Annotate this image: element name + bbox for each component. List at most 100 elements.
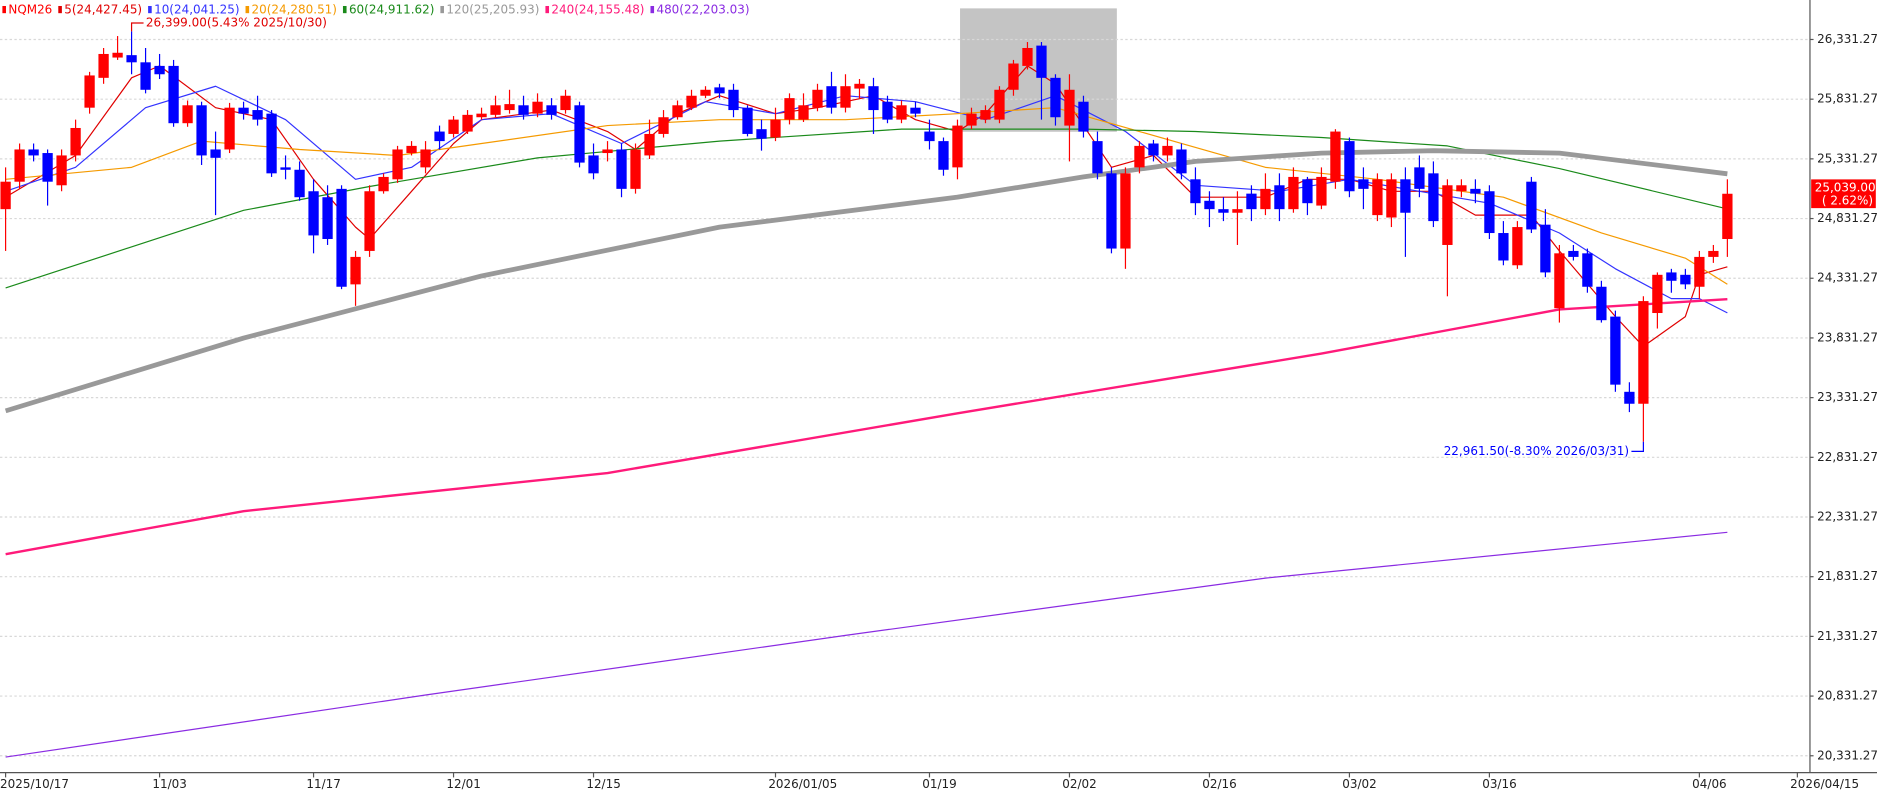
candle-body xyxy=(1442,185,1453,245)
x-tick-label: 03/16 xyxy=(1482,777,1516,791)
candle-body xyxy=(196,105,207,156)
x-tick-label: 02/02 xyxy=(1062,777,1096,791)
candle-body xyxy=(588,155,599,174)
y-tick-label: 26,331.27 xyxy=(1817,32,1877,46)
candle-body xyxy=(392,149,403,180)
candle-body xyxy=(882,101,893,120)
candle-body xyxy=(546,105,557,115)
candle-body xyxy=(994,89,1005,120)
candle-body xyxy=(462,114,473,132)
candle-body xyxy=(1120,173,1131,249)
legend-marker xyxy=(58,5,62,14)
candle-body xyxy=(686,95,697,108)
candle-body xyxy=(1638,301,1649,404)
candle-body xyxy=(1274,185,1285,210)
candle-body xyxy=(1036,45,1047,78)
x-tick-label: 2026/01/05 xyxy=(768,777,837,791)
candle-body xyxy=(616,149,627,189)
candle-body xyxy=(518,105,529,115)
legend-marker xyxy=(2,5,6,14)
legend-marker xyxy=(342,5,347,14)
candle-body xyxy=(266,113,277,174)
candle-body xyxy=(952,125,963,168)
candle-body xyxy=(238,107,249,114)
candle-body xyxy=(854,83,865,89)
candle-body xyxy=(1232,209,1243,213)
candle-body xyxy=(336,188,347,287)
y-tick-label: 20,331.27 xyxy=(1817,748,1877,762)
ma-line xyxy=(4,148,1728,414)
candle-body xyxy=(840,86,851,108)
candle-body xyxy=(812,89,823,108)
candle-body xyxy=(602,149,613,154)
candle-body xyxy=(434,131,445,142)
candle-body xyxy=(406,145,417,154)
candle-body xyxy=(1134,145,1145,168)
candle-body xyxy=(630,149,641,189)
x-tick-label: 12/01 xyxy=(446,777,480,791)
candle-body xyxy=(1596,286,1607,321)
candle-body xyxy=(476,113,487,118)
candle-body xyxy=(1246,193,1257,210)
candle-body xyxy=(910,107,921,114)
x-tick-label: 2025/10/17 xyxy=(0,777,69,791)
candle-body xyxy=(1456,185,1467,192)
candle-body xyxy=(714,87,725,94)
candle-body xyxy=(672,105,683,118)
y-tick-label: 25,331.27 xyxy=(1817,151,1877,165)
candle-body xyxy=(1190,179,1201,204)
price-tag xyxy=(1811,179,1876,209)
candle-body xyxy=(1358,179,1369,189)
candle-body xyxy=(1372,179,1383,216)
candle-body xyxy=(1400,179,1411,213)
x-tick-label: 11/03 xyxy=(152,777,186,791)
candle-body xyxy=(308,191,319,236)
candle-body xyxy=(826,86,837,108)
candle-body xyxy=(112,52,123,58)
x-tick-label: 02/16 xyxy=(1202,777,1236,791)
candle-body xyxy=(574,105,585,163)
candle-body xyxy=(280,167,291,170)
candle-body xyxy=(1610,316,1621,385)
candle-body xyxy=(532,101,543,114)
legend-marker xyxy=(148,5,152,14)
y-tick-label: 21,831.27 xyxy=(1817,569,1877,583)
candle-body xyxy=(126,55,137,63)
y-tick-label: 22,331.27 xyxy=(1817,510,1877,524)
candle-body xyxy=(42,153,53,182)
candle-body xyxy=(350,256,361,285)
candle-body xyxy=(28,149,39,156)
candle-body xyxy=(1204,200,1215,210)
candle-body xyxy=(1582,253,1593,287)
candle-body xyxy=(924,131,935,142)
price-tag-change: ( 2.62%) xyxy=(1822,193,1873,207)
legend-label: NQM26 xyxy=(8,3,52,17)
y-tick-label: 20,831.27 xyxy=(1817,689,1877,703)
candle-body xyxy=(168,65,179,124)
candle-body xyxy=(252,110,263,120)
candle-body xyxy=(1568,250,1579,257)
candle-body xyxy=(1708,250,1719,257)
candle-body xyxy=(1498,233,1509,261)
candle-body xyxy=(490,105,501,115)
candle-body xyxy=(364,191,375,251)
candle-body xyxy=(1064,89,1075,126)
candle-body xyxy=(1344,141,1355,192)
candle-body xyxy=(770,119,781,138)
candle-body xyxy=(98,53,109,78)
legend-label: 20(24,280.51) xyxy=(252,3,337,17)
candle-body xyxy=(448,119,459,134)
y-tick-label: 25,831.27 xyxy=(1817,92,1877,106)
x-tick-label: 01/19 xyxy=(922,777,956,791)
candle-body xyxy=(980,110,991,120)
candle-body xyxy=(322,197,333,240)
candle-body xyxy=(1694,256,1705,287)
candle-body xyxy=(210,149,221,158)
candle-body xyxy=(938,141,949,170)
candle-body xyxy=(70,127,81,156)
x-tick-label: 03/02 xyxy=(1342,777,1376,791)
legend-marker xyxy=(545,5,550,14)
candle-body xyxy=(756,129,767,139)
candle-body xyxy=(1260,188,1271,210)
candle-body xyxy=(1680,274,1691,285)
